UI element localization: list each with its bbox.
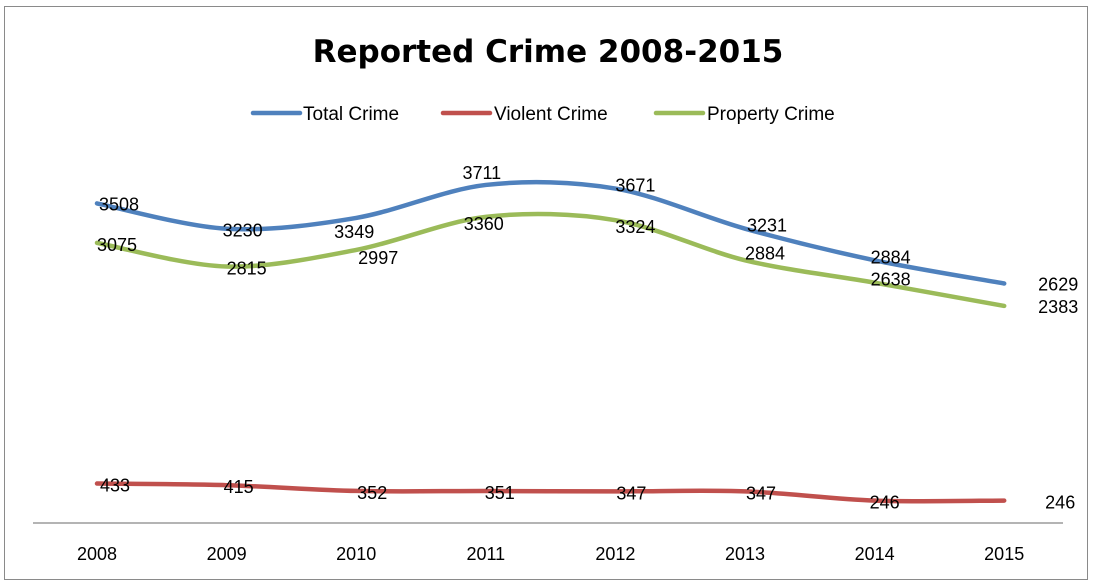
x-tick-label: 2014 <box>855 544 895 564</box>
x-tick-label: 2012 <box>595 544 635 564</box>
x-tick-label: 2010 <box>336 544 376 564</box>
x-tick-label: 2011 <box>466 544 505 564</box>
legend-label-total-crime: Total Crime <box>303 104 399 125</box>
legend-label-property-crime: Property Crime <box>707 104 835 125</box>
data-label-total-crime: 3231 <box>747 216 787 236</box>
x-tick-label: 2013 <box>725 544 765 564</box>
x-tick-label: 2009 <box>207 544 247 564</box>
data-label-violent-crime: 352 <box>357 483 387 503</box>
data-label-violent-crime: 351 <box>485 483 515 503</box>
data-label-violent-crime: 433 <box>100 476 130 496</box>
data-label-property-crime: 2884 <box>745 243 785 263</box>
x-tick-label: 2008 <box>77 544 117 564</box>
data-label-property-crime: 3360 <box>464 214 504 234</box>
x-tick-label: 2015 <box>984 544 1024 564</box>
data-label-property-crime: 2815 <box>227 259 267 279</box>
data-label-total-crime: 3711 <box>462 163 501 183</box>
data-label-total-crime: 2884 <box>871 247 911 267</box>
legend-label-violent-crime: Violent Crime <box>494 104 608 125</box>
data-label-violent-crime: 347 <box>616 483 646 503</box>
series-line-violent-crime <box>94 481 1007 504</box>
data-label-total-crime: 2629 <box>1038 274 1078 294</box>
data-label-property-crime: 3075 <box>97 235 137 255</box>
data-label-total-crime: 3508 <box>99 194 139 214</box>
data-label-total-crime: 3349 <box>334 222 374 242</box>
data-label-property-crime: 2383 <box>1038 297 1078 317</box>
series-line-total-crime <box>94 179 1007 286</box>
data-label-property-crime: 2997 <box>358 248 398 268</box>
data-label-total-crime: 3671 <box>615 176 655 196</box>
data-label-violent-crime: 415 <box>224 477 254 497</box>
data-label-property-crime: 2638 <box>871 270 911 290</box>
data-label-property-crime: 3324 <box>615 217 655 237</box>
plot-area: 2008 2009 2010 2011 2012 2013 2014 2015 3508 3230… <box>33 163 1078 564</box>
chart-title: Reported Crime 2008-2015 <box>313 34 784 70</box>
legend: Total Crime Violent Crime Property Crime <box>250 104 835 125</box>
series-line-property-crime <box>94 211 1007 309</box>
data-label-violent-crime: 246 <box>1045 493 1075 513</box>
data-label-violent-crime: 347 <box>746 483 776 503</box>
data-label-total-crime: 3230 <box>223 221 263 241</box>
data-label-violent-crime: 246 <box>870 493 900 513</box>
